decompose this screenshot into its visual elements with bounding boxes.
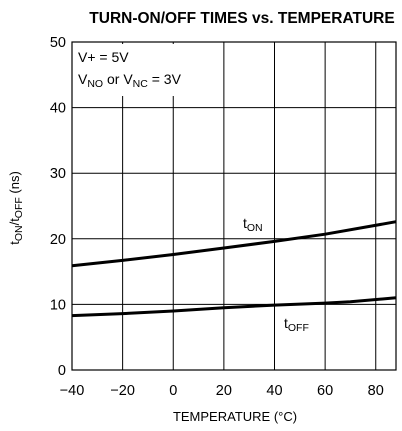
x-axis-label: TEMPERATURE (°C): [173, 409, 297, 424]
y-axis-label: tON/tOFF (ns): [7, 171, 25, 245]
y-tick-label: 10: [50, 297, 66, 313]
annotation-supply-voltage: V+ = 5V: [78, 49, 129, 65]
series-label-toff: tOFF: [284, 315, 309, 334]
x-tick-label: −40: [60, 383, 85, 399]
y-tick-label: 40: [50, 101, 66, 117]
series-lines: [71, 220, 397, 318]
label-background-toff: [281, 313, 315, 335]
x-tick-label: 40: [266, 383, 282, 399]
series-line-toff: [71, 296, 397, 318]
label-background-ton: [240, 212, 270, 234]
series-line-ton: [71, 220, 397, 268]
annotation-signal-voltage: VNO or VNC = 3V: [78, 71, 182, 90]
series-label-ton: tON: [243, 215, 263, 234]
y-tick-label: 0: [58, 363, 66, 379]
x-tick-label: 80: [368, 383, 384, 399]
annotation-background: [74, 44, 194, 96]
y-tick-label: 50: [50, 35, 66, 51]
y-tick-label: 20: [50, 232, 66, 248]
chart-title: TURN-ON/OFF TIMES vs. TEMPERATURE: [89, 10, 394, 27]
x-tick-label: 60: [317, 383, 333, 399]
x-tick-labels: −40 −20 0 20 40 60 80: [60, 383, 384, 399]
plot-frame: [71, 41, 397, 371]
x-tick-label: 0: [169, 383, 177, 399]
y-tick-labels: 0 10 20 30 40 50: [50, 35, 66, 379]
x-tick-label: −20: [110, 383, 135, 399]
y-tick-label: 30: [50, 166, 66, 182]
x-tick-label: 20: [216, 383, 232, 399]
